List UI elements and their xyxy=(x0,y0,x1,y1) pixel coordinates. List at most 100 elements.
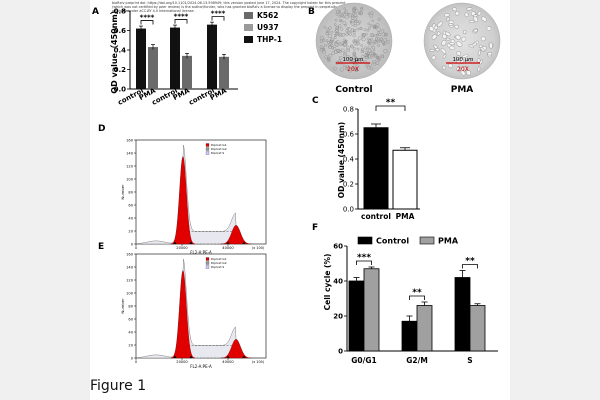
cell xyxy=(334,41,338,44)
y-tick-label: 0.4 xyxy=(114,47,127,55)
cell xyxy=(338,49,342,54)
cell xyxy=(467,58,472,62)
cell xyxy=(479,46,486,52)
cell xyxy=(354,41,359,46)
cell xyxy=(352,28,356,32)
x-axis-label: FL2-A:PE-A xyxy=(190,250,212,255)
cell xyxy=(332,66,337,71)
cell xyxy=(444,13,450,18)
cell xyxy=(367,26,371,30)
cell xyxy=(377,44,380,47)
x-tick-label: 20000 xyxy=(176,360,188,364)
cell xyxy=(358,11,363,16)
cell xyxy=(374,34,378,37)
cell xyxy=(366,29,370,32)
cell xyxy=(349,20,353,24)
panel-d: D 0 20 40 60 80 100 120 140 160 Number 0 20000 40000… xyxy=(98,124,267,255)
cell xyxy=(363,28,367,32)
significance-label: ** xyxy=(386,98,396,108)
cell xyxy=(351,66,355,70)
cell xyxy=(452,7,458,12)
cell xyxy=(338,56,343,60)
cell xyxy=(353,39,357,43)
cell xyxy=(327,43,332,48)
s-phase-region xyxy=(182,345,237,359)
cell xyxy=(366,47,369,51)
panel-e: E 0 20 40 60 80 100 120 140 160 Number 0 20000 40000… xyxy=(98,242,267,369)
significance-bracket xyxy=(140,20,154,25)
x-tick-labels: G0/G1 G2/M S xyxy=(351,356,472,365)
cell xyxy=(324,55,328,59)
x-tick-label: S xyxy=(467,356,472,365)
cell xyxy=(359,11,363,15)
cell xyxy=(344,10,349,15)
y-tick-label: 0.0 xyxy=(343,206,354,214)
cell xyxy=(353,53,357,57)
cell xyxy=(442,65,446,70)
cell xyxy=(348,68,353,73)
cell xyxy=(339,12,344,17)
cell xyxy=(377,17,381,21)
cell xyxy=(456,41,463,47)
g1-peak xyxy=(170,156,196,245)
legend-label: Diploid G1 xyxy=(211,143,227,147)
x-tick-label: G0/G1 xyxy=(351,356,377,365)
cell xyxy=(466,69,471,76)
magnification-label: 20X xyxy=(347,66,359,73)
y-tick-label: 20 xyxy=(128,343,133,347)
cell xyxy=(383,49,388,54)
cell xyxy=(319,36,324,41)
cell xyxy=(367,12,371,16)
x-tick-label: G2/M xyxy=(406,356,428,365)
bar xyxy=(219,56,229,89)
y-tick-label: 0.4 xyxy=(343,156,355,164)
cell xyxy=(365,64,369,68)
cell xyxy=(352,52,356,56)
bar xyxy=(454,277,471,352)
gate-marker xyxy=(226,355,230,358)
significance-bracket xyxy=(462,264,478,269)
cell xyxy=(456,66,461,72)
legend-label: Diploid G2 xyxy=(211,147,227,151)
cell xyxy=(325,39,329,43)
cell xyxy=(341,32,346,37)
cell xyxy=(437,21,443,27)
cell xyxy=(339,67,344,72)
cell xyxy=(369,33,374,38)
cell xyxy=(371,19,374,23)
cell xyxy=(433,44,438,49)
bar xyxy=(392,149,418,210)
cell xyxy=(334,29,339,34)
cell xyxy=(354,56,358,60)
y-tick-label: 0.2 xyxy=(114,66,127,74)
cell xyxy=(346,12,350,16)
legend-label: U937 xyxy=(257,23,279,32)
x-axis-unit: (x 100) xyxy=(252,360,265,364)
cell xyxy=(349,59,353,63)
cell xyxy=(351,57,357,63)
bar xyxy=(348,280,365,352)
g2-peak xyxy=(220,225,252,245)
cell xyxy=(368,45,372,49)
cell xyxy=(366,37,370,41)
significance-label: *** xyxy=(357,253,371,263)
plot-frame xyxy=(135,139,267,245)
y-tick-label: 140 xyxy=(126,265,134,269)
legend-label: Diploid S xyxy=(211,151,224,155)
y-tick-label: 0.0 xyxy=(114,86,127,94)
cell xyxy=(348,31,353,36)
cell xyxy=(323,25,326,29)
legend-swatch xyxy=(357,236,373,245)
x-axis-label: FL2-A:PE-A xyxy=(190,364,212,369)
y-tick-label: 80 xyxy=(128,190,133,194)
cell xyxy=(481,16,487,22)
cell xyxy=(431,55,436,60)
cell xyxy=(353,61,357,66)
cell xyxy=(328,26,332,30)
cell xyxy=(473,14,478,18)
cell xyxy=(381,40,386,45)
cell xyxy=(343,51,347,55)
panel-c: C OD value (450nm) 0.0 0.2 0.4 0.6 0.8 contr… xyxy=(312,96,420,221)
bar xyxy=(207,24,217,89)
significance-bracket xyxy=(409,295,425,300)
